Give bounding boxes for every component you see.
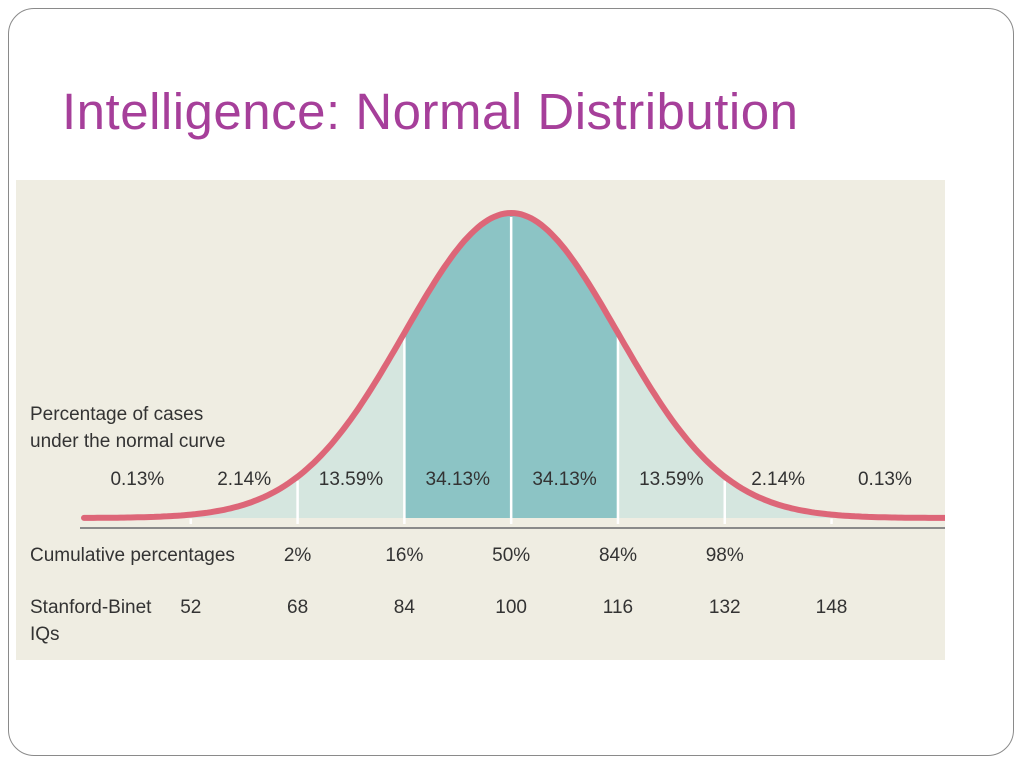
chart-text: Percentage of cases under the normal cur… (30, 404, 235, 645)
iq-value-label: 100 (495, 597, 527, 618)
section-percentage-label: 13.59% (319, 469, 384, 490)
normal-distribution-figure: Percentage of cases under the normal cur… (16, 180, 945, 660)
normal-curve-line (81, 209, 945, 521)
slide-title: Intelligence: Normal Distribution (62, 83, 799, 140)
iq-row-label-line-2: IQs (30, 624, 60, 645)
section-percentage-label: 2.14% (217, 469, 271, 490)
iq-value-label: 84 (394, 597, 416, 618)
section-percentage-label: 2.14% (751, 469, 805, 490)
iq-value-label: 148 (816, 597, 848, 618)
section-percentage-label: 13.59% (639, 469, 704, 490)
section-percentage-label: 0.13% (858, 469, 912, 490)
section-percentage-label: 34.13% (532, 469, 597, 490)
cumulative-percentage-label: 16% (385, 545, 423, 566)
cumulative-row-label: Cumulative percentages (30, 545, 235, 566)
iq-value-label: 68 (287, 597, 308, 618)
iq-value-label: 116 (603, 597, 633, 618)
section-percentage-label: 0.13% (110, 469, 164, 490)
section-dividers (189, 217, 833, 524)
caption-line-2: under the normal curve (30, 431, 225, 452)
normal-curve-chart: Percentage of cases under the normal cur… (16, 180, 945, 660)
iq-row-label-line-1: Stanford-Binet (30, 597, 152, 618)
cumulative-percentage-labels: 2% 16% 50% 84% 98% (284, 545, 744, 566)
iq-value-labels: 52 68 84 100 116 132 148 (180, 597, 847, 618)
section-percentage-label: 34.13% (426, 469, 491, 490)
iq-value-label: 52 (180, 597, 201, 618)
section-percentage-labels: 0.13% 2.14% 13.59% 34.13% 34.13% 13.59% 2.14% 0… (110, 469, 912, 490)
cumulative-percentage-label: 98% (706, 545, 744, 566)
cumulative-percentage-label: 84% (599, 545, 637, 566)
cumulative-percentage-label: 2% (284, 545, 312, 566)
iq-value-label: 132 (709, 597, 741, 618)
cumulative-percentage-label: 50% (492, 545, 530, 566)
caption-line-1: Percentage of cases (30, 404, 203, 425)
